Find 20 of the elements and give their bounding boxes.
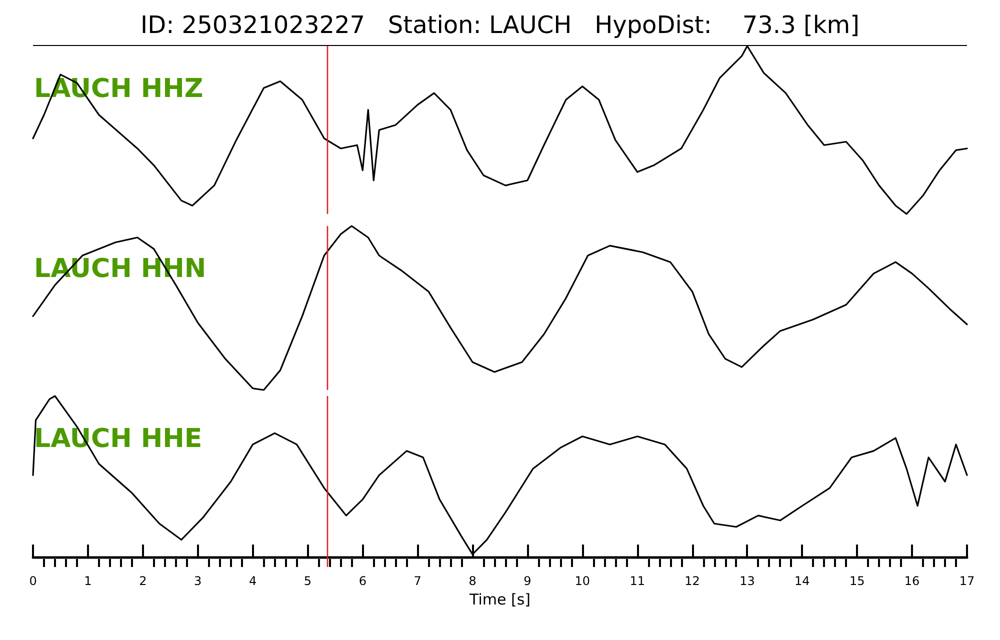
x-tick-label: 6 <box>358 574 366 588</box>
x-tick-label: 17 <box>959 574 975 588</box>
x-tick-label: 13 <box>740 574 755 588</box>
x-tick-label: 2 <box>139 574 147 588</box>
x-tick-label: 9 <box>524 574 532 588</box>
x-tick-label: 7 <box>414 574 422 588</box>
x-tick-label: 10 <box>574 574 590 588</box>
x-tick-label: 1 <box>84 574 92 588</box>
x-tick-label: 12 <box>684 574 700 588</box>
x-tick-label: 5 <box>304 574 312 588</box>
x-tick-label: 15 <box>849 574 865 588</box>
x-tick-label: 14 <box>794 574 810 588</box>
x-tick-label: 11 <box>630 574 645 588</box>
x-tick-label: 8 <box>468 574 476 588</box>
x-tick-label: 16 <box>904 574 920 588</box>
x-tick-label: 3 <box>194 574 202 588</box>
chart-title: ID: 250321023227 Station: LAUCH HypoDist: 73.3 [km] <box>140 11 860 39</box>
x-tick-label: 4 <box>248 574 257 588</box>
x-axis-title: Time [s] <box>468 590 530 608</box>
x-tick-label: 0 <box>29 574 37 588</box>
